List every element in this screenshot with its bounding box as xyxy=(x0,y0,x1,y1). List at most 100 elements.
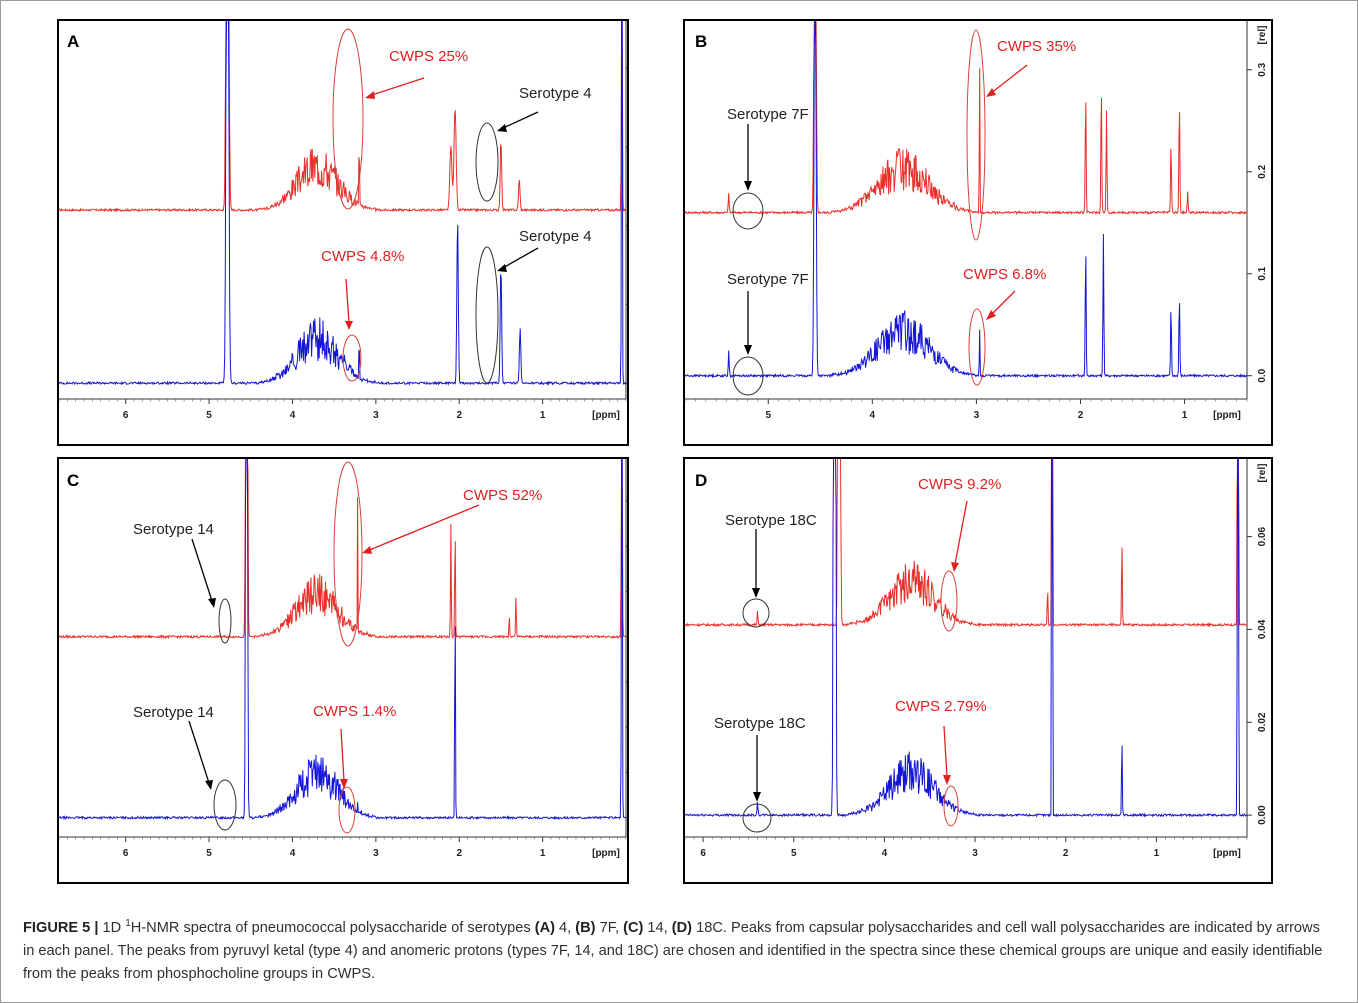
serotype-ellipse-top xyxy=(476,123,498,201)
x-tick-label: 5 xyxy=(791,848,797,859)
x-tick-label: 1 xyxy=(1182,410,1188,421)
x-axis-label: [ppm] xyxy=(1213,848,1241,859)
panel-d-plot: D CWPS 9.2% Serotype 18C CWPS 2.79% Sero… xyxy=(685,459,1271,882)
cwps-label-bottom: CWPS 2.79% xyxy=(895,698,987,715)
x-tick-label: 3 xyxy=(373,848,379,859)
x-tick-label: 2 xyxy=(1063,848,1069,859)
serotype-arrow-top xyxy=(192,539,212,601)
panel-d-label: D xyxy=(695,471,707,490)
x-tick-label: 3 xyxy=(974,410,980,421)
y-tick-label: 0.2 xyxy=(1257,164,1268,178)
x-tick-label: 6 xyxy=(700,848,706,859)
spectrum-trace-red xyxy=(59,21,626,211)
cwps-ellipse-top xyxy=(967,30,985,240)
serotype-arrowhead-top xyxy=(744,181,752,191)
cwps-arrowhead-bottom xyxy=(943,775,951,785)
caption-text-2: H-NMR spectra of pneumococcal polysaccha… xyxy=(131,920,535,936)
panel-a-plot: A CWPS 25% Serotype 4 CWPS 4.8% Serotype… xyxy=(59,21,627,444)
x-tick-label: 1 xyxy=(540,848,546,859)
x-tick-label: 5 xyxy=(206,848,212,859)
cwps-label-bottom: CWPS 6.8% xyxy=(963,266,1046,283)
cwps-label-top: CWPS 35% xyxy=(997,38,1076,55)
serotype-arrowhead-top xyxy=(497,124,507,132)
cwps-arrow-top xyxy=(369,78,424,96)
serotype-label-bottom: Serotype 14 xyxy=(133,704,214,721)
cwps-arrow-top xyxy=(367,505,479,551)
cwps-arrowhead-bottom xyxy=(345,321,353,330)
x-tick-label: 4 xyxy=(882,848,888,859)
x-tick-label: 2 xyxy=(456,410,462,421)
caption-panel-d-ref: (D) xyxy=(672,920,692,936)
serotype-label-top: Serotype 4 xyxy=(519,85,592,102)
cwps-label-top: CWPS 25% xyxy=(389,48,468,65)
y-tick-label: 0.02 xyxy=(1257,712,1268,732)
cwps-arrow-bottom xyxy=(346,279,349,323)
caption-text-4: 7F, xyxy=(596,920,624,936)
panel-c-plot: C CWPS 52% Serotype 14 Serotype 14 CWPS … xyxy=(59,459,627,882)
serotype-label-bottom: Serotype 18C xyxy=(714,715,806,732)
figure-caption: FIGURE 5 | 1D 1H-NMR spectra of pneumoco… xyxy=(23,917,1333,986)
x-axis-label: [ppm] xyxy=(592,848,620,859)
cwps-arrow-top xyxy=(990,65,1027,94)
y-tick-label: 0.1 xyxy=(1257,266,1268,280)
serotype-ellipse-bottom xyxy=(214,780,236,830)
panel-b-plot: B CWPS 35% Serotype 7F Serotype 7F CWPS … xyxy=(685,21,1271,444)
caption-figure-label: FIGURE 5 | xyxy=(23,920,98,936)
spectrum-trace-blue xyxy=(685,21,1247,377)
cwps-arrow-bottom xyxy=(990,291,1015,316)
spectrum-trace-red xyxy=(59,459,626,638)
y-tick-label: 0.06 xyxy=(1257,526,1268,546)
serotype-arrowhead-top xyxy=(752,588,760,598)
panel-b-label: B xyxy=(695,32,707,51)
cwps-label-bottom: CWPS 1.4% xyxy=(313,703,396,720)
serotype-arrowhead-top xyxy=(208,598,216,608)
caption-panel-a-ref: (A) xyxy=(535,920,555,936)
serotype-label-top: Serotype 18C xyxy=(725,512,817,529)
cwps-ellipse-top xyxy=(941,571,957,631)
x-tick-label: 4 xyxy=(290,410,296,421)
x-tick-label: 2 xyxy=(456,848,462,859)
cwps-arrowhead-top xyxy=(986,88,996,97)
x-axis-label: [ppm] xyxy=(592,410,620,421)
caption-text-1: 1D xyxy=(98,920,125,936)
cwps-ellipse-bottom xyxy=(969,309,985,385)
panel-a-label: A xyxy=(67,32,79,51)
x-tick-label: 3 xyxy=(373,410,379,421)
panel-a: A CWPS 25% Serotype 4 CWPS 4.8% Serotype… xyxy=(57,19,629,446)
cwps-arrowhead-top xyxy=(365,91,375,99)
y-tick-label: 0.3 xyxy=(1257,62,1268,76)
cwps-arrowhead-top xyxy=(362,546,372,554)
cwps-label-top: CWPS 52% xyxy=(463,487,542,504)
panel-c-annotations: CWPS 52% Serotype 14 Serotype 14 CWPS 1.… xyxy=(133,462,542,833)
serotype-ellipse-top xyxy=(733,193,763,229)
serotype-arrowhead-bottom xyxy=(744,345,752,355)
x-tick-label: 2 xyxy=(1078,410,1084,421)
serotype-ellipse-top xyxy=(743,599,769,627)
x-tick-label: 4 xyxy=(870,410,876,421)
serotype-label-top: Serotype 7F xyxy=(727,106,809,123)
serotype-arrowhead-bottom xyxy=(497,264,507,272)
x-tick-label: 1 xyxy=(540,410,546,421)
cwps-arrow-bottom xyxy=(944,726,947,777)
caption-panel-c-ref: (C) xyxy=(623,920,643,936)
y-axis-label: [rel] xyxy=(1257,26,1268,45)
caption-panel-b-ref: (B) xyxy=(575,920,595,936)
serotype-ellipse-bottom xyxy=(476,247,498,383)
panel-c: C CWPS 52% Serotype 14 Serotype 14 CWPS … xyxy=(57,457,629,884)
x-tick-label: 1 xyxy=(1154,848,1160,859)
cwps-arrow-top xyxy=(955,501,967,564)
panel-d: D CWPS 9.2% Serotype 18C CWPS 2.79% Sero… xyxy=(683,457,1273,884)
serotype-arrow-bottom xyxy=(501,248,538,269)
x-tick-label: 3 xyxy=(972,848,978,859)
panel-c-label: C xyxy=(67,471,79,490)
x-tick-label: 5 xyxy=(206,410,212,421)
serotype-label-top: Serotype 14 xyxy=(133,521,214,538)
y-tick-label: 0.0 xyxy=(1257,368,1268,382)
x-axis-label: [ppm] xyxy=(1213,410,1241,421)
serotype-arrow-bottom xyxy=(189,721,209,783)
cwps-arrowhead-top xyxy=(951,562,959,572)
serotype-arrowhead-bottom xyxy=(753,792,761,802)
cwps-ellipse-bottom xyxy=(339,787,355,833)
serotype-label-bottom: Serotype 4 xyxy=(519,228,592,245)
caption-text-3: 4, xyxy=(555,920,575,936)
